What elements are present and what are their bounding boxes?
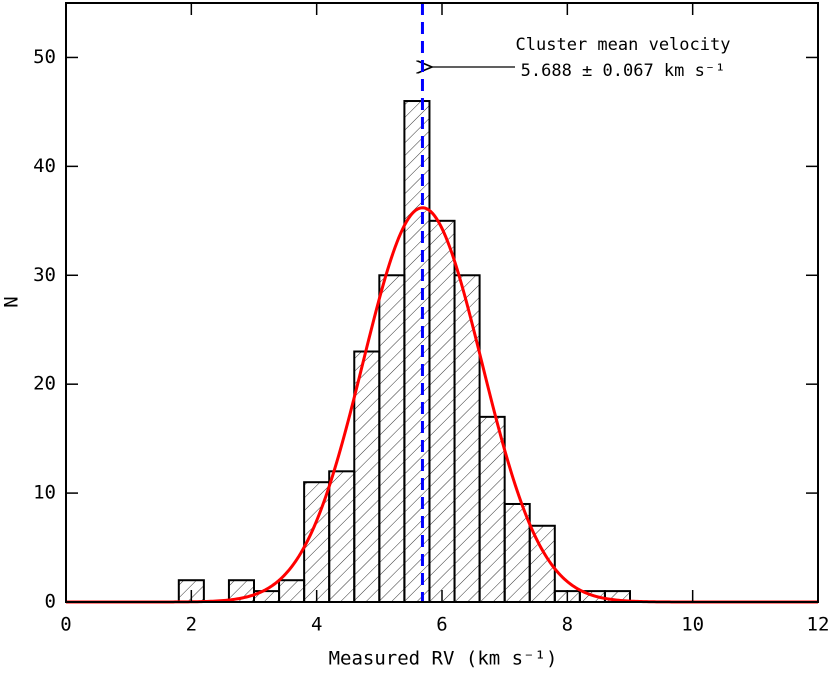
x-tick-label: 6 (436, 614, 447, 636)
x-tick-label: 10 (681, 614, 704, 636)
bar (378, 274, 406, 603)
x-tick-label: 0 (60, 614, 71, 636)
y-tick-label: 50 (33, 46, 56, 68)
bar (278, 579, 306, 604)
bar (478, 415, 506, 604)
annotation: Cluster mean velocity (516, 35, 731, 55)
y-tick-label: 0 (45, 591, 56, 613)
y-tick-label: 40 (33, 155, 56, 177)
bar (453, 274, 481, 603)
x-tick-label: 8 (562, 614, 573, 636)
x-tick-label: 4 (311, 614, 322, 636)
bar (428, 219, 456, 603)
bar (353, 350, 381, 603)
annotation: 5.688 ± 0.067 km s⁻¹ (521, 61, 726, 81)
bar (328, 470, 356, 603)
y-tick-label: 10 (33, 482, 56, 504)
x-tick-label: 2 (186, 614, 197, 636)
y-tick-label: 30 (33, 264, 56, 286)
x-axis-label: Measured RV (km s⁻¹) (329, 648, 558, 670)
y-axis-label: N (1, 296, 23, 307)
bar (403, 100, 431, 603)
y-tick-label: 20 (33, 373, 56, 395)
x-tick-label: 12 (807, 614, 830, 636)
